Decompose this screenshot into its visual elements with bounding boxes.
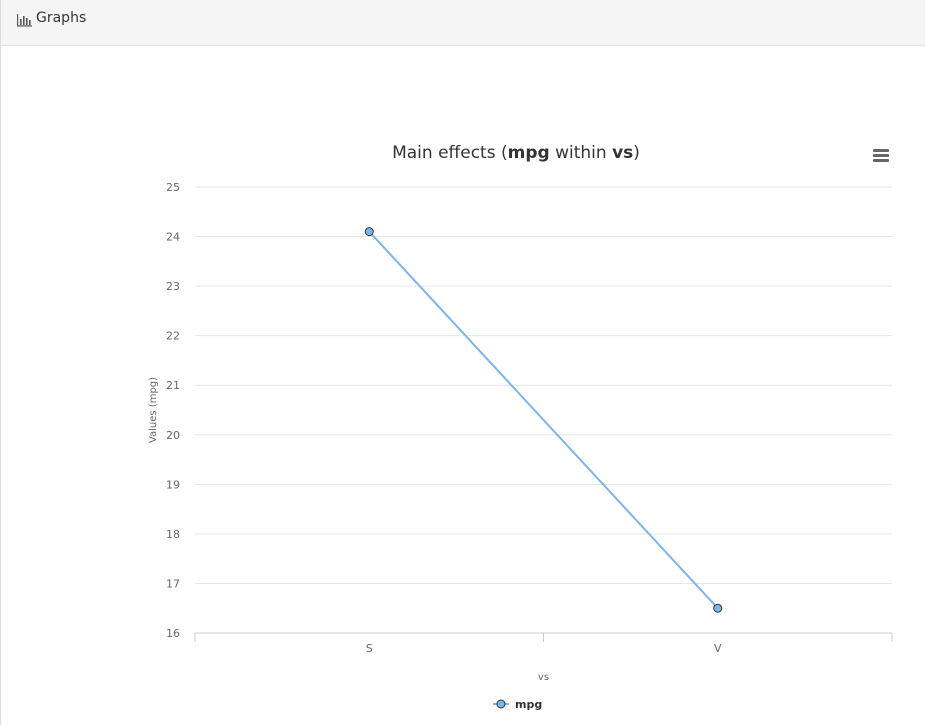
y-tick-label: 19: [166, 478, 180, 491]
series-line-mpg: [368, 230, 719, 609]
y-tick-label: 25: [166, 181, 180, 194]
y-tick-label: 20: [166, 429, 180, 442]
y-tick-label: 17: [166, 577, 180, 590]
y-tick-label: 23: [166, 280, 180, 293]
panel-heading: Graphs: [1, 0, 925, 46]
y-tick-label: 22: [166, 330, 180, 343]
y-tick-label: 16: [166, 627, 180, 640]
chart-title: Main effects (mpg within vs): [392, 143, 640, 163]
panel-title: Graphs: [36, 10, 87, 26]
x-tick-label: V: [714, 642, 722, 655]
hamburger-menu-icon: [873, 149, 889, 152]
bar-chart-icon: [17, 14, 32, 27]
data-point: [713, 603, 723, 613]
y-axis-title: Values (mpg): [148, 377, 159, 443]
legend-item-label[interactable]: mpg: [515, 698, 542, 711]
chart-menu-button[interactable]: [870, 145, 892, 165]
y-tick-label: 21: [166, 379, 180, 392]
y-tick-label: 24: [166, 231, 180, 244]
legend-marker[interactable]: [496, 699, 506, 709]
x-tick-label: S: [366, 642, 373, 655]
y-tick-label: 18: [166, 528, 180, 541]
data-point: [364, 227, 374, 237]
x-axis-title: vs: [538, 672, 549, 683]
